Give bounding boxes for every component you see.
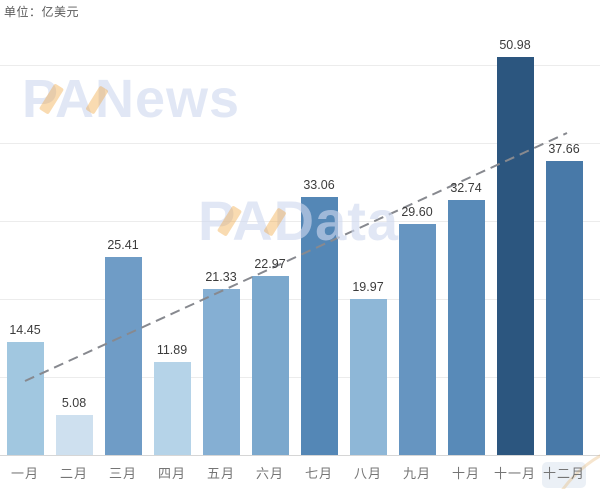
bar bbox=[104, 256, 142, 455]
x-axis-label: 五月 bbox=[206, 466, 235, 481]
bar-value-label: 50.98 bbox=[499, 38, 531, 53]
x-axis-label: 七月 bbox=[304, 466, 333, 481]
bar-value-label: 25.41 bbox=[107, 237, 139, 252]
padata-watermark-orange-accent bbox=[263, 207, 287, 237]
x-axis-label: 九月 bbox=[402, 466, 431, 481]
bar-value-label: 19.97 bbox=[352, 280, 384, 295]
bar-value-label: 21.33 bbox=[205, 269, 237, 284]
bar bbox=[153, 362, 191, 455]
panews-watermark-orange-accent bbox=[38, 83, 65, 115]
x-axis-label: 一月 bbox=[10, 466, 39, 481]
panews-watermark-orange-accent bbox=[85, 85, 109, 115]
x-axis-label: 十月 bbox=[451, 466, 480, 481]
x-axis-label: 二月 bbox=[59, 466, 88, 481]
bar bbox=[447, 199, 485, 455]
bar-value-label: 22.97 bbox=[254, 256, 286, 271]
bar-value-label: 37.66 bbox=[548, 142, 580, 157]
x-axis-label: 六月 bbox=[255, 466, 284, 481]
x-axis-label: 八月 bbox=[353, 466, 382, 481]
bar-value-label: 29.60 bbox=[401, 205, 433, 220]
bar bbox=[202, 288, 240, 455]
gridline bbox=[0, 65, 600, 66]
bar bbox=[545, 161, 583, 455]
x-axis-label: 十一月 bbox=[493, 466, 536, 481]
bar-value-label: 33.06 bbox=[303, 178, 335, 193]
unit-label: 单位：亿美元 bbox=[4, 5, 80, 19]
bar-value-label: 14.45 bbox=[9, 323, 41, 338]
bar-value-label: 32.74 bbox=[450, 180, 482, 195]
x-axis-line bbox=[0, 455, 600, 456]
bar bbox=[300, 197, 338, 455]
bar bbox=[496, 57, 534, 455]
bar bbox=[398, 224, 436, 455]
panews-watermark: PANews bbox=[22, 69, 241, 129]
bar-value-label: 5.08 bbox=[61, 396, 87, 411]
x-axis-label: 十二月 bbox=[542, 466, 585, 481]
x-axis-label: 三月 bbox=[108, 466, 137, 481]
x-axis-label: 四月 bbox=[157, 466, 186, 481]
bar bbox=[6, 342, 44, 455]
bar bbox=[55, 415, 93, 455]
bar-value-label: 11.89 bbox=[156, 343, 188, 358]
bar bbox=[251, 275, 289, 455]
bar bbox=[349, 299, 387, 455]
